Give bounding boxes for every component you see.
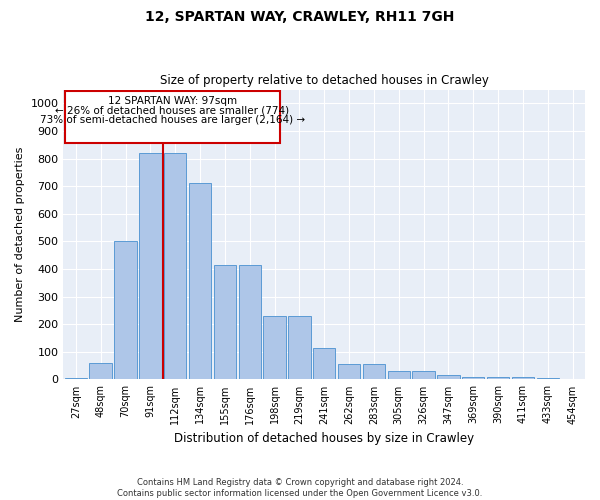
Bar (89, 363, 112, 380)
Title: Size of property relative to detached houses in Crawley: Size of property relative to detached ho… (160, 74, 488, 87)
Text: 12, SPARTAN WAY, CRAWLEY, RH11 7GH: 12, SPARTAN WAY, CRAWLEY, RH11 7GH (145, 10, 455, 24)
Text: Contains HM Land Registry data © Crown copyright and database right 2024.
Contai: Contains HM Land Registry data © Crown c… (118, 478, 482, 498)
Bar (487, 376, 509, 380)
Y-axis label: Number of detached properties: Number of detached properties (15, 147, 25, 322)
Bar (462, 376, 484, 380)
Bar (65, 91, 280, 144)
Bar (115, 242, 137, 380)
Text: 12 SPARTAN WAY: 97sqm: 12 SPARTAN WAY: 97sqm (107, 96, 236, 106)
Bar (288, 316, 311, 380)
Bar (363, 364, 385, 380)
Bar (263, 316, 286, 380)
Text: 73% of semi-detached houses are larger (2,164) →: 73% of semi-detached houses are larger (… (40, 115, 305, 125)
Bar (189, 184, 211, 380)
Bar (214, 265, 236, 380)
Bar (536, 378, 559, 380)
Bar (139, 153, 161, 380)
Bar (239, 265, 261, 380)
Bar (164, 153, 187, 380)
Bar (65, 378, 87, 380)
Bar (388, 371, 410, 380)
Bar (437, 376, 460, 380)
Bar (313, 348, 335, 380)
Bar (512, 376, 534, 380)
X-axis label: Distribution of detached houses by size in Crawley: Distribution of detached houses by size … (174, 432, 474, 445)
Text: ← 26% of detached houses are smaller (774): ← 26% of detached houses are smaller (77… (55, 106, 289, 116)
Bar (412, 371, 435, 380)
Bar (338, 364, 360, 380)
